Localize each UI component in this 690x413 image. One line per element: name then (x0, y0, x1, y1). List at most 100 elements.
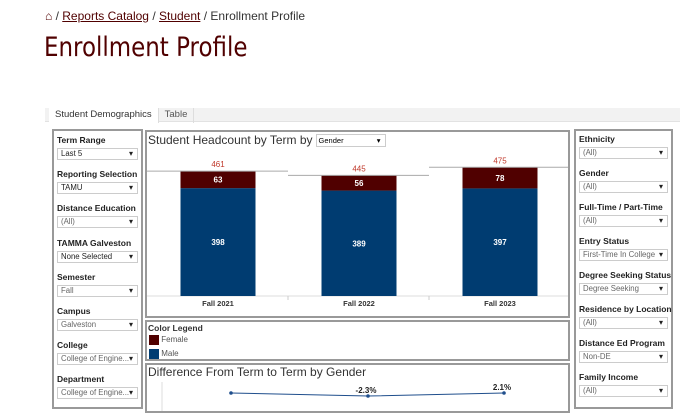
difference-point (502, 391, 506, 395)
dimension-value: Gender (318, 136, 344, 145)
filter-value: TAMU (61, 183, 83, 193)
filter-label: TAMMA Galveston (57, 237, 132, 248)
filter-dropdown[interactable]: Last 5 (57, 148, 138, 160)
bar-value-label: 56 (355, 179, 364, 188)
filter-distance-education: Distance Education (All) (57, 203, 138, 229)
x-tick-label: Fall 2022 (343, 299, 375, 308)
filter-label: College (57, 340, 88, 351)
dimension-dropdown[interactable]: Gender ▾ (315, 134, 386, 147)
legend-item-male[interactable]: Male (149, 349, 179, 359)
filter-value: Non-DE (583, 352, 611, 361)
female-swatch (149, 335, 159, 345)
filter-value: (All) (583, 182, 597, 191)
filter-dropdown[interactable]: First-Time In College (579, 249, 668, 261)
filter-label: Campus (57, 306, 91, 316)
filter-term-range: Term Range Last 5 (57, 135, 138, 160)
tab-student-demographics[interactable]: Student Demographics (49, 108, 159, 123)
difference-point (366, 394, 370, 398)
legend-label: Male (161, 349, 179, 359)
filter-dropdown[interactable]: Galveston (57, 319, 138, 331)
bar-value-label: 398 (211, 238, 225, 247)
filter-dropdown[interactable]: None Selected (57, 250, 138, 263)
filter-dropdown[interactable]: Degree Seeking (579, 283, 668, 295)
filter-ethnicity: Ethnicity (All) (579, 134, 668, 159)
x-tick-label: Fall 2021 (202, 299, 234, 308)
difference-chart-panel: Difference From Term to Term by Gender -… (145, 363, 570, 413)
filter-label: Distance Education (57, 203, 136, 214)
difference-chart-title: Difference From Term to Term by Gender (148, 365, 367, 379)
headcount-chart-title: Student Headcount by Term by (148, 133, 313, 147)
filter-label: Gender (579, 168, 609, 178)
filter-label: Semester (57, 271, 96, 282)
breadcrumb-student[interactable]: Student (159, 9, 201, 23)
filter-dropdown[interactable]: (All) (579, 317, 668, 329)
filter-label: Department (57, 374, 105, 385)
bar-male (321, 190, 397, 296)
filter-label: Reporting Selection (57, 169, 138, 180)
filter-value: Degree Seeking (583, 284, 639, 293)
filter-dropdown[interactable]: (All) (57, 216, 138, 229)
left-filter-panel: Term Range Last 5 Reporting Selection TAMU D… (52, 129, 143, 409)
filter-label: Full-Time / Part-Time (579, 202, 663, 212)
filter-label: Residence by Location (579, 304, 672, 314)
bar-value-label: 78 (496, 174, 505, 183)
bar-female (321, 175, 397, 191)
filter-value: (All) (583, 386, 597, 395)
filter-dropdown[interactable]: College of Engine... (57, 353, 138, 366)
legend-title: Color Legend (148, 323, 203, 333)
filter-distance-ed-program: Distance Ed Program Non-DE (579, 338, 668, 363)
filter-value: College of Engine... (61, 388, 130, 398)
filter-dropdown[interactable]: (All) (579, 215, 668, 227)
filter-value: Last 5 (61, 149, 83, 158)
filter-dropdown[interactable]: (All) (579, 181, 668, 193)
filter-value: None Selected (61, 251, 113, 261)
filter-college: College College of Engine... (57, 340, 138, 366)
legend-label: Female (161, 335, 188, 345)
filter-dropdown[interactable]: (All) (579, 147, 668, 159)
filter-tamma-galveston: TAMMA Galveston None Selected (57, 238, 138, 263)
filter-full-time-part-time: Full-Time / Part-Time (All) (579, 202, 668, 227)
filter-dropdown[interactable]: TAMU (57, 182, 138, 195)
filter-semester: Semester Fall (57, 272, 138, 297)
filter-value: (All) (61, 217, 75, 227)
filter-label: Degree Seeking Status (579, 270, 672, 280)
filter-residence-by-location: Residence by Location (All) (579, 304, 672, 329)
bar-male (462, 188, 538, 296)
bar-value-label: 397 (493, 238, 507, 247)
filter-dropdown[interactable]: (All) (579, 385, 668, 397)
right-filter-panel: Ethnicity(All)Gender(All)Full-Time / Par… (574, 129, 673, 409)
filter-value: First-Time In College (583, 250, 656, 259)
filter-label: Entry Status (579, 236, 630, 246)
filter-label: Family Income (579, 372, 639, 382)
breadcrumb-reports-catalog[interactable]: Reports Catalog (62, 9, 149, 23)
bar-male (180, 188, 256, 296)
filter-family-income: Family Income (All) (579, 372, 668, 397)
headcount-chart-panel: Student Headcount by Term by Gender ▾ 39… (145, 130, 570, 318)
difference-label: -2.3% (356, 386, 377, 395)
difference-point (229, 391, 233, 395)
home-icon[interactable]: ⌂ (45, 9, 53, 23)
filter-dropdown[interactable]: Non-DE (579, 351, 668, 363)
filter-reporting-selection: Reporting Selection TAMU (57, 169, 138, 195)
headcount-chart-header: Student Headcount by Term by Gender ▾ (148, 134, 386, 147)
breadcrumb-current: Enrollment Profile (210, 9, 306, 23)
filter-dropdown[interactable]: Fall (57, 284, 138, 297)
breadcrumb: ⌂ / Reports Catalog / Student / Enrollme… (45, 9, 306, 23)
bar-value-label: 389 (352, 239, 366, 248)
filter-value: (All) (583, 216, 597, 225)
filter-label: Term Range (57, 135, 106, 145)
filter-department: Department College of Engine... (57, 374, 138, 400)
filter-entry-status: Entry Status First-Time In College (579, 236, 668, 261)
filter-value: College of Engine... (61, 354, 130, 364)
filter-label: Ethnicity (579, 134, 615, 144)
filter-gender: Gender (All) (579, 168, 668, 193)
filter-degree-seeking-status: Degree Seeking Status Degree Seeking (579, 270, 672, 295)
difference-label: 2.1% (493, 383, 511, 392)
filter-value: Galveston (61, 320, 97, 329)
legend-item-female[interactable]: Female (149, 335, 188, 345)
total-label: 445 (352, 164, 366, 173)
page-title: Enrollment Profile (44, 32, 248, 63)
bar-female (180, 171, 256, 189)
tab-table[interactable]: Table (159, 108, 195, 123)
filter-dropdown[interactable]: College of Engine... (57, 387, 138, 400)
